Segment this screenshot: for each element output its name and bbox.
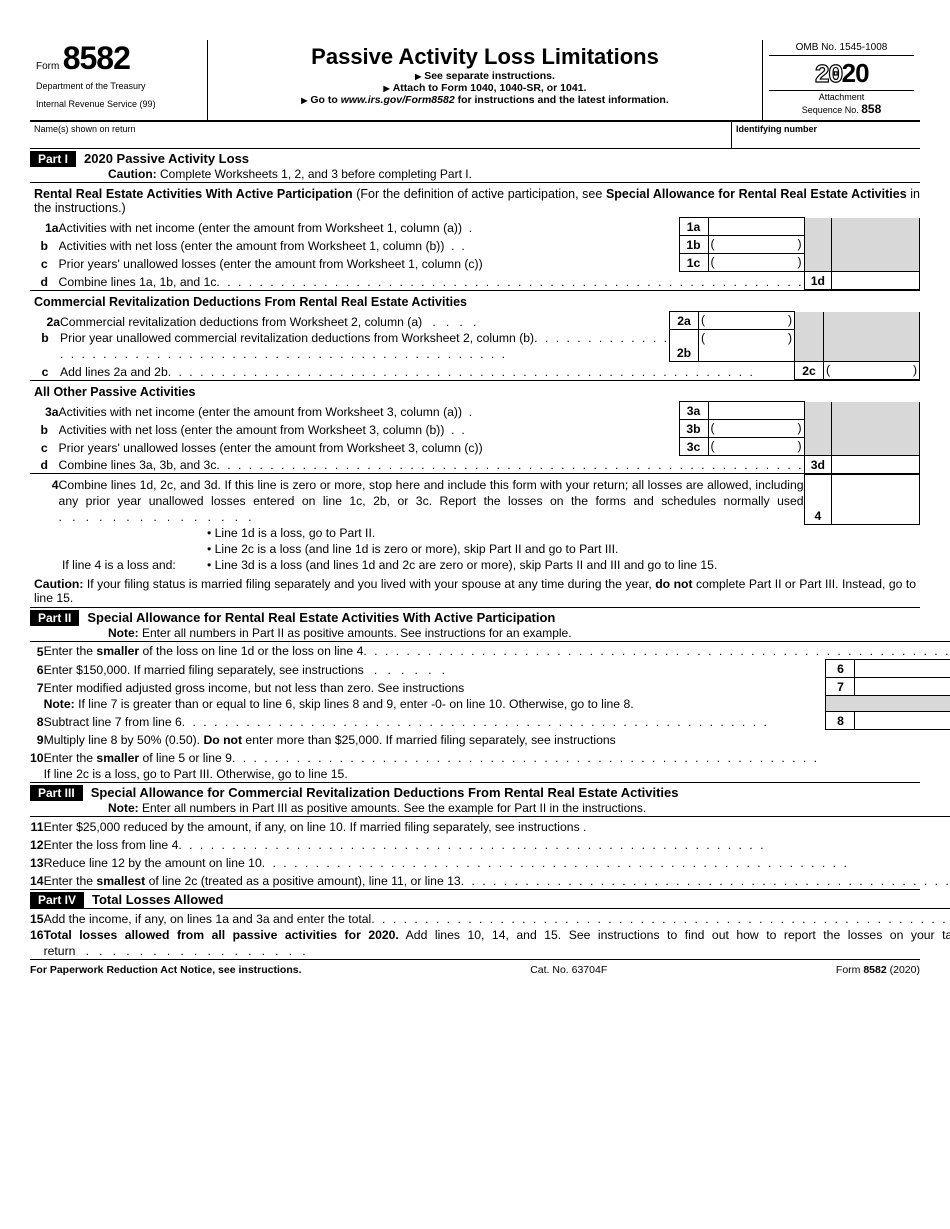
dept-line1: Department of the Treasury bbox=[36, 80, 201, 92]
line-3b-desc: Activities with net loss (enter the amou… bbox=[59, 423, 445, 437]
footer-left: For Paperwork Reduction Act Notice, see … bbox=[30, 964, 302, 976]
year-suffix: 20 bbox=[842, 58, 869, 88]
footer-mid: Cat. No. 63704F bbox=[530, 964, 607, 976]
box-6-value[interactable] bbox=[855, 660, 950, 678]
year-prefix: 20 bbox=[814, 60, 841, 90]
sub3-post: for instructions and the latest informat… bbox=[455, 94, 669, 106]
part2-title: Special Allowance for Rental Real Estate… bbox=[79, 610, 555, 625]
p1-caution-b: Caution: bbox=[108, 167, 157, 181]
part2-tag: Part II bbox=[30, 610, 79, 626]
box-3b-value[interactable] bbox=[708, 420, 804, 438]
line-3a-desc: Activities with net income (enter the am… bbox=[59, 405, 462, 419]
omb-block: OMB No. 1545-1008 2020 Attachment Sequen… bbox=[763, 40, 920, 120]
line-2c-desc: Add lines 2a and 2b bbox=[60, 365, 168, 379]
footer: For Paperwork Reduction Act Notice, see … bbox=[30, 959, 920, 976]
box-1a-label: 1a bbox=[679, 218, 708, 236]
box-1d-value[interactable] bbox=[832, 272, 920, 290]
part4-header: Part IV Total Losses Allowed bbox=[30, 889, 920, 908]
line-15-desc: Add the income, if any, on lines 1a and … bbox=[44, 912, 372, 926]
line-3c-desc: Prior years' unallowed losses (enter the… bbox=[59, 441, 483, 455]
line-6-desc: Enter $150,000. If married filing separa… bbox=[44, 663, 364, 677]
line-1a-num: 1a bbox=[30, 218, 59, 236]
part1-tag: Part I bbox=[30, 151, 76, 167]
section-a-title: Rental Real Estate Activities With Activ… bbox=[30, 182, 920, 217]
omb-number: OMB No. 1545-1008 bbox=[769, 42, 914, 56]
form-word: Form bbox=[36, 61, 59, 72]
line-3d-desc: Combine lines 3a, 3b, and 3c bbox=[59, 458, 217, 472]
id-number-label[interactable]: Identifying number bbox=[736, 124, 817, 134]
form-id-block: Form 8582 Department of the Treasury Int… bbox=[30, 40, 208, 120]
name-field-label[interactable]: Name(s) shown on return bbox=[30, 122, 732, 148]
part4-tag: Part IV bbox=[30, 892, 84, 908]
box-8-value[interactable] bbox=[855, 712, 950, 730]
sub3-pre: Go to bbox=[310, 94, 340, 106]
attach-label: Attachment bbox=[819, 92, 865, 102]
line-1d-desc: Combine lines 1a, 1b, and 1c bbox=[59, 275, 217, 289]
form-title: Passive Activity Loss Limitations bbox=[214, 44, 756, 70]
part1-header: Part I 2020 Passive Activity Loss bbox=[30, 149, 920, 167]
line-1c-desc: Prior years' unallowed losses (enter the… bbox=[59, 257, 483, 271]
line-4-desc: Combine lines 1d, 2c, and 3d. If this li… bbox=[59, 478, 804, 508]
box-3d-value[interactable] bbox=[832, 456, 920, 474]
p1-caution: Complete Worksheets 1, 2, and 3 before c… bbox=[157, 167, 472, 181]
form-header: Form 8582 Department of the Treasury Int… bbox=[30, 40, 920, 122]
box-1a-value[interactable] bbox=[708, 218, 804, 236]
box-1c-value[interactable] bbox=[708, 254, 804, 272]
box-2b-value[interactable] bbox=[699, 330, 795, 362]
part2-header: Part II Special Allowance for Rental Rea… bbox=[30, 607, 920, 626]
section-b-title: Commercial Revitalization Deductions Fro… bbox=[30, 290, 920, 311]
line-7-note: If line 7 is greater than or equal to li… bbox=[75, 697, 634, 711]
box-3a-value[interactable] bbox=[708, 402, 804, 420]
part1-table: 1a Activities with net income (enter the… bbox=[30, 217, 920, 290]
sub3-url: www.irs.gov/Form8582 bbox=[341, 94, 455, 106]
part3-title: Special Allowance for Commercial Revital… bbox=[83, 785, 679, 800]
line-7-desc: Enter modified adjusted gross income, bu… bbox=[44, 681, 465, 695]
line-10-desc: of line 5 or line 9 bbox=[139, 751, 232, 765]
line-2a-desc: Commercial revitalization deductions fro… bbox=[60, 315, 422, 329]
box-7-value[interactable] bbox=[855, 678, 950, 696]
line-10-note: If line 2c is a loss, go to Part III. Ot… bbox=[44, 766, 950, 783]
line-13-desc: Reduce line 12 by the amount on line 10 bbox=[44, 856, 262, 870]
line-5-desc: of the loss on line 1d or the loss on li… bbox=[139, 644, 363, 658]
line-1a-desc: Activities with net income (enter the am… bbox=[59, 221, 462, 235]
line-4-bullet3: Line 3d is a loss (and lines 1d and 2c a… bbox=[215, 558, 718, 572]
section-c-title: All Other Passive Activities bbox=[30, 380, 920, 401]
line-4-bullet2: Line 2c is a loss (and line 1d is zero o… bbox=[215, 542, 619, 556]
part1-caution2: Caution: If your filing status is marrie… bbox=[30, 573, 920, 607]
box-1b-value[interactable] bbox=[708, 236, 804, 254]
form-number: 8582 bbox=[63, 40, 130, 76]
box-2a-value[interactable] bbox=[699, 312, 795, 330]
sub2: Attach to Form 1040, 1040-SR, or 1041. bbox=[393, 82, 587, 94]
box-2c-value[interactable] bbox=[824, 362, 920, 380]
line-2b-desc: Prior year unallowed commercial revitali… bbox=[60, 331, 534, 345]
line-12-desc: Enter the loss from line 4 bbox=[44, 838, 179, 852]
title-block: Passive Activity Loss Limitations See se… bbox=[208, 40, 763, 120]
line-8-desc: Subtract line 7 from line 6 bbox=[44, 715, 182, 729]
line-14-desc: of line 2c (treated as a positive amount… bbox=[145, 874, 460, 888]
sub1: See separate instructions. bbox=[424, 70, 555, 82]
name-row: Name(s) shown on return Identifying numb… bbox=[30, 122, 920, 149]
line-9-desc: enter more than $25,000. If married fili… bbox=[242, 733, 616, 747]
line-1b-desc: Activities with net loss (enter the amou… bbox=[59, 239, 445, 253]
part1-title: 2020 Passive Activity Loss bbox=[76, 151, 249, 166]
line-11-desc: Enter $25,000 reduced by the amount, if … bbox=[44, 820, 580, 834]
line-4-bullet1: Line 1d is a loss, go to Part II. bbox=[215, 526, 376, 540]
box-4-value[interactable] bbox=[832, 475, 920, 525]
dept-line2: Internal Revenue Service (99) bbox=[36, 98, 201, 110]
part3-tag: Part III bbox=[30, 785, 83, 801]
box-3c-value[interactable] bbox=[708, 438, 804, 456]
line-4-if: If line 4 is a loss and: bbox=[60, 525, 207, 573]
seq-label: Sequence No. bbox=[802, 105, 862, 115]
part4-title: Total Losses Allowed bbox=[84, 892, 223, 907]
part3-header: Part III Special Allowance for Commercia… bbox=[30, 782, 920, 801]
seq-no: 858 bbox=[861, 102, 881, 116]
